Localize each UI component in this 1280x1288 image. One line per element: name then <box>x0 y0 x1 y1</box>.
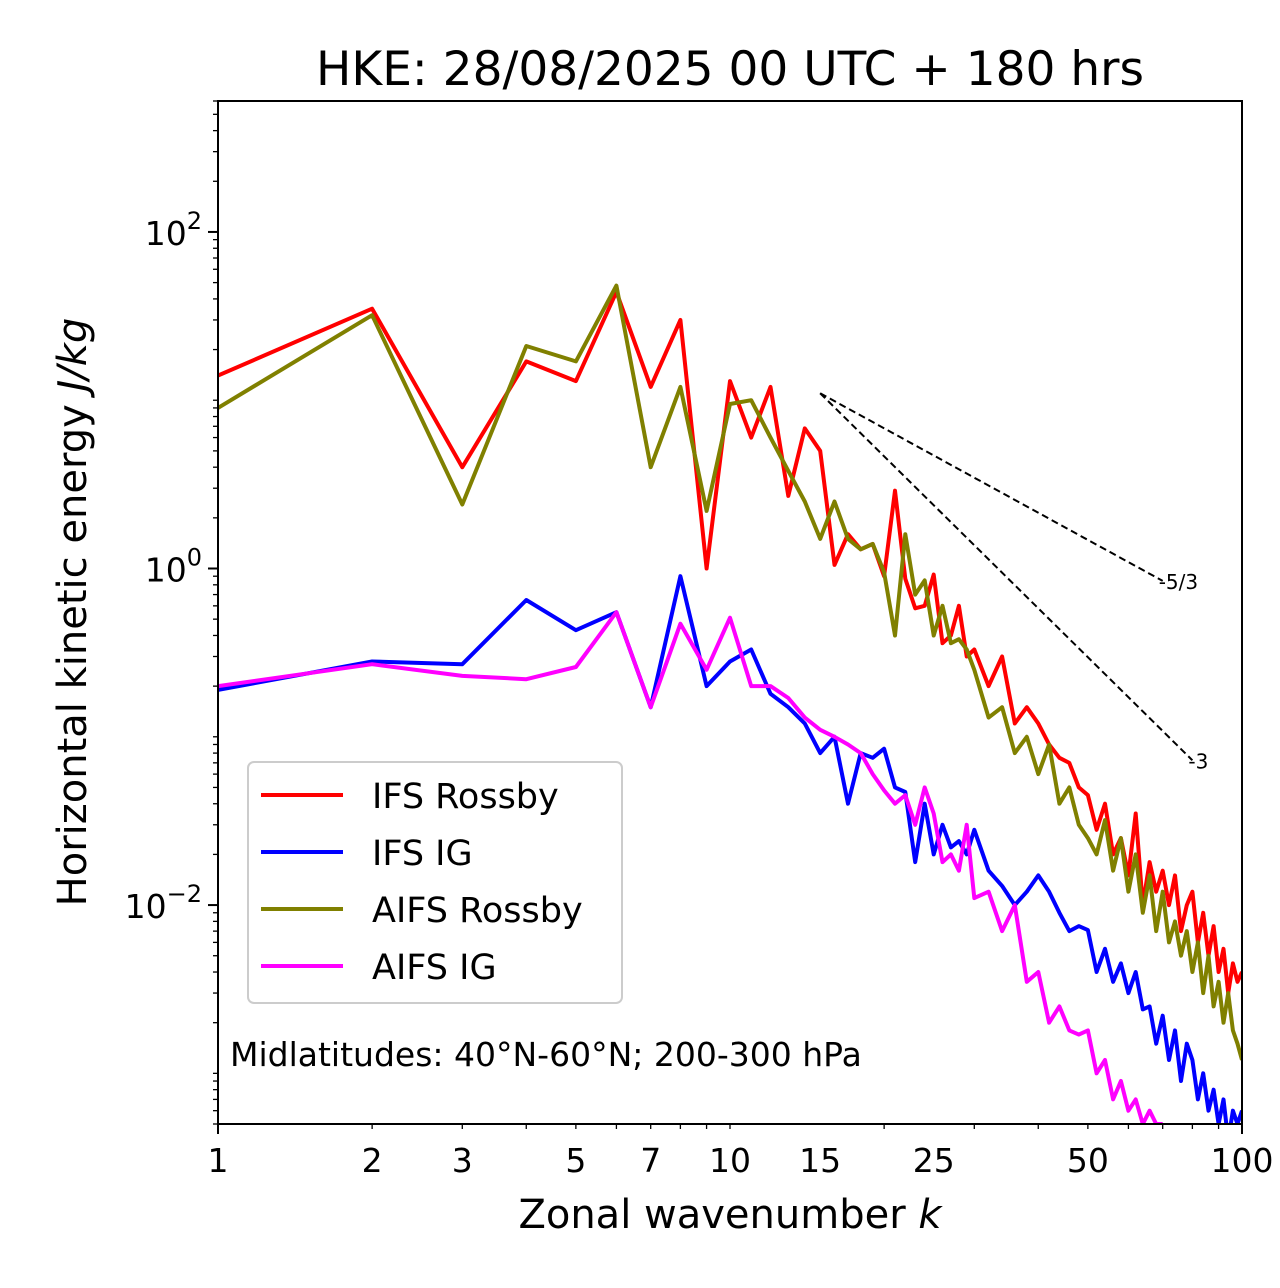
reference-line <box>819 392 1194 761</box>
x-tick-label: 7 <box>640 1141 661 1180</box>
y-tick-labels: 102 100 10−2 <box>125 207 202 926</box>
reference-lines <box>819 392 1194 761</box>
series-line <box>218 610 1163 1124</box>
region-annotation: Midlatitudes: 40°N-60°N; 200-300 hPa <box>230 1035 862 1074</box>
x-tick-label: 100 <box>1211 1141 1274 1180</box>
x-tick-label: 5 <box>565 1141 586 1180</box>
y-axis-label-text: Horizontal kinetic energy <box>50 404 96 906</box>
x-axis-label-text: Zonal wavenumber <box>518 1192 906 1238</box>
legend-label: IFS Rossby <box>372 777 559 817</box>
legend-label: IFS IG <box>372 834 473 874</box>
plot-frame <box>217 100 1243 1125</box>
y-tick-label: 102 <box>145 207 202 253</box>
chart-title: HKE: 28/08/2025 00 UTC + 180 hrs <box>316 42 1144 97</box>
reference-line-label: -3 <box>1188 749 1208 773</box>
x-axis-label-var: k <box>918 1192 943 1238</box>
legend: IFS Rossby IFS IG AIFS Rossby AIFS IG <box>247 761 623 1004</box>
y-axis-label-unit: J/kg <box>50 318 96 399</box>
x-tick-label: 50 <box>1067 1141 1109 1180</box>
reference-line-label: -5/3 <box>1159 570 1198 594</box>
series-line <box>218 289 1242 996</box>
x-tick-label: 15 <box>799 1141 841 1180</box>
x-tick-labels: 1 2 3 5 7 10 15 25 50 100 <box>208 1141 1274 1180</box>
x-tick-label: 3 <box>452 1141 473 1180</box>
legend-label: AIFS Rossby <box>372 891 583 931</box>
y-axis-label: Horizontal kinetic energy J/kg <box>50 318 96 907</box>
x-tick-label: 25 <box>913 1141 955 1180</box>
y-tick-label: 10−2 <box>125 880 202 926</box>
x-tick-label: 10 <box>709 1141 751 1180</box>
legend-label: AIFS IG <box>372 948 497 988</box>
reference-line <box>819 392 1164 582</box>
legend-frame <box>247 761 623 1004</box>
data-series <box>218 283 1242 1124</box>
x-tick-label: 1 <box>208 1141 229 1180</box>
x-tick-label: 2 <box>362 1141 383 1180</box>
x-axis-label: Zonal wavenumber k <box>518 1192 943 1238</box>
series-line <box>218 283 1242 1061</box>
y-tick-label: 100 <box>145 544 202 590</box>
